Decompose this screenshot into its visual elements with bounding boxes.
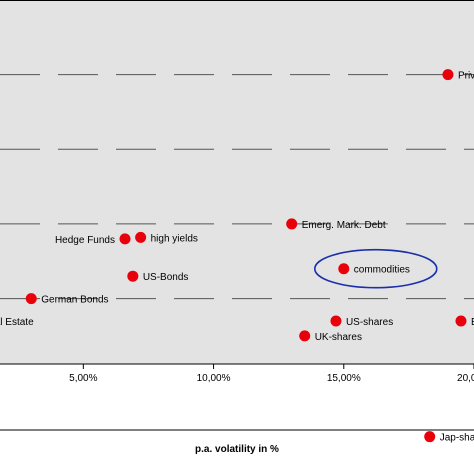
data-point-label: eal Estate	[0, 317, 34, 328]
data-point-label: UK-shares	[315, 332, 362, 343]
data-point-label: high yields	[151, 233, 198, 244]
plot-background	[0, 0, 474, 364]
x-tick-label: 15,00%	[327, 373, 361, 384]
data-point	[119, 233, 131, 245]
data-point	[25, 293, 37, 305]
data-point-label: Emerg. Mark. Debt	[302, 220, 386, 231]
data-point-label: US-shares	[346, 317, 393, 328]
data-point-label: commodities	[354, 265, 410, 276]
gridlines	[0, 74, 474, 300]
data-point	[330, 315, 342, 327]
data-point-label: German Bonds	[41, 295, 108, 306]
data-point-label: Euro	[471, 317, 474, 328]
data-point-label: US-Bonds	[143, 272, 189, 283]
data-point	[299, 330, 311, 342]
data-point	[286, 218, 298, 230]
data-point-label: Hedge Funds	[55, 235, 115, 246]
x-tick-label: 20,00%	[457, 373, 474, 384]
data-point	[442, 69, 454, 81]
data-point	[424, 431, 436, 443]
data-point	[338, 263, 350, 275]
data-point	[127, 270, 139, 282]
data-points: Private Emerg. Mark. Debt Hedge Funds high …	[0, 69, 474, 444]
x-tick-label: 10,00%	[197, 373, 231, 384]
highlight-ellipse	[313, 248, 438, 289]
x-axis-ticks: 5,00% 10,00% 15,00% 20,00%	[69, 364, 474, 384]
x-axis-title: p.a. volatility in %	[195, 444, 279, 455]
data-point	[455, 315, 467, 327]
x-tick-label: 5,00%	[69, 373, 97, 384]
data-point	[135, 231, 147, 243]
data-point-label: Jap-shares	[440, 433, 474, 444]
data-point-label: Private	[458, 71, 474, 82]
